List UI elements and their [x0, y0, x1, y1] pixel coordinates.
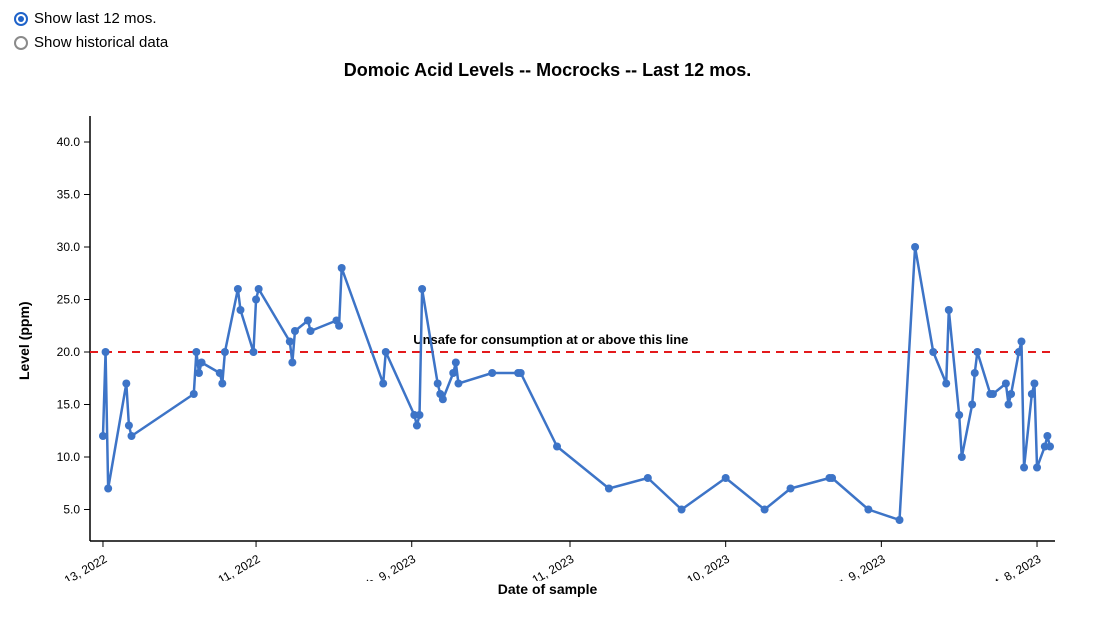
data-point [644, 474, 652, 482]
y-axis-label: Level (ppm) [16, 301, 32, 380]
data-point [1043, 432, 1051, 440]
data-point [288, 359, 296, 367]
data-point [973, 348, 981, 356]
data-point [338, 264, 346, 272]
radio-option1-label: Show last 12 mos. [34, 8, 157, 30]
data-point [104, 485, 112, 493]
chart-title: Domoic Acid Levels -- Mocrocks -- Last 1… [10, 60, 1085, 81]
data-point [255, 285, 263, 293]
y-tick-label: 25.0 [57, 293, 81, 307]
data-point [190, 390, 198, 398]
y-tick-label: 20.0 [57, 345, 81, 359]
data-point [929, 348, 937, 356]
data-point [722, 474, 730, 482]
data-point [1030, 380, 1038, 388]
data-point [488, 369, 496, 377]
data-point [968, 401, 976, 409]
data-point [553, 443, 561, 451]
data-point [125, 422, 133, 430]
y-tick-label: 40.0 [57, 135, 81, 149]
y-tick-label: 10.0 [57, 450, 81, 464]
data-point [454, 380, 462, 388]
radio-option2-label: Show historical data [34, 32, 168, 54]
data-point [1033, 464, 1041, 472]
data-point [216, 369, 224, 377]
data-point [434, 380, 442, 388]
radio-selected-icon [14, 12, 28, 26]
data-point [252, 296, 260, 304]
data-point [971, 369, 979, 377]
data-point [1015, 348, 1023, 356]
data-point [307, 327, 315, 335]
data-point [787, 485, 795, 493]
data-point [304, 317, 312, 325]
radio-show-last-12-mos[interactable]: Show last 12 mos. [14, 8, 1095, 30]
data-point [234, 285, 242, 293]
data-point [192, 348, 200, 356]
data-point [418, 285, 426, 293]
data-point [102, 348, 110, 356]
x-tick-label: Dec. 11, 2022 [191, 552, 262, 581]
data-point [221, 348, 229, 356]
data-point [989, 390, 997, 398]
x-tick-label: Aug. 9, 2023 [822, 552, 888, 581]
data-point [864, 506, 872, 514]
radio-show-historical[interactable]: Show historical data [14, 32, 1095, 54]
data-point [945, 306, 953, 314]
x-tick-label: Apr. 11, 2023 [508, 552, 576, 581]
chart-svg: 5.0 10.0 15.0 20.0 25.0 30.0 35.0 40.0 Oct. 13, … [10, 81, 1085, 581]
data-point [249, 348, 257, 356]
data-point [122, 380, 130, 388]
y-tick-label: 5.0 [63, 503, 80, 517]
data-point [236, 306, 244, 314]
data-point [195, 369, 203, 377]
data-point [382, 348, 390, 356]
data-point [416, 411, 424, 419]
data-point [286, 338, 294, 346]
data-point [1004, 401, 1012, 409]
radio-unselected-icon [14, 36, 28, 50]
data-point [452, 359, 460, 367]
data-point [449, 369, 457, 377]
data-point [605, 485, 613, 493]
data-point [1046, 443, 1054, 451]
series-line [103, 247, 1050, 520]
data-point [955, 411, 963, 419]
data-point [413, 422, 421, 430]
data-point [911, 243, 919, 251]
data-point [828, 474, 836, 482]
y-tick-label: 15.0 [57, 398, 81, 412]
data-point [761, 506, 769, 514]
x-tick-label: Oct. 8, 2023 [980, 552, 1044, 581]
data-point [896, 516, 904, 524]
threshold-label: Unsafe for consumption at or above this … [413, 332, 688, 347]
data-point [1020, 464, 1028, 472]
data-point [218, 380, 226, 388]
data-point [291, 327, 299, 335]
data-point [1007, 390, 1015, 398]
data-point [942, 380, 950, 388]
data-point [335, 322, 343, 330]
data-point [958, 453, 966, 461]
data-point [1017, 338, 1025, 346]
data-point [517, 369, 525, 377]
data-point [379, 380, 387, 388]
y-tick-label: 30.0 [57, 240, 81, 254]
x-axis-label: Date of sample [10, 581, 1085, 597]
y-tick-label: 35.0 [57, 188, 81, 202]
data-point [128, 432, 136, 440]
data-point [1028, 390, 1036, 398]
data-point [198, 359, 206, 367]
data-point [1002, 380, 1010, 388]
data-point [439, 395, 447, 403]
data-point [99, 432, 107, 440]
x-tick-label: Feb. 9, 2023 [353, 552, 419, 581]
x-tick-label: Oct. 13, 2022 [40, 552, 110, 581]
data-point [678, 506, 686, 514]
chart-container: Domoic Acid Levels -- Mocrocks -- Last 1… [10, 60, 1085, 630]
x-tick-label: Jun. 10, 2023 [662, 552, 732, 581]
